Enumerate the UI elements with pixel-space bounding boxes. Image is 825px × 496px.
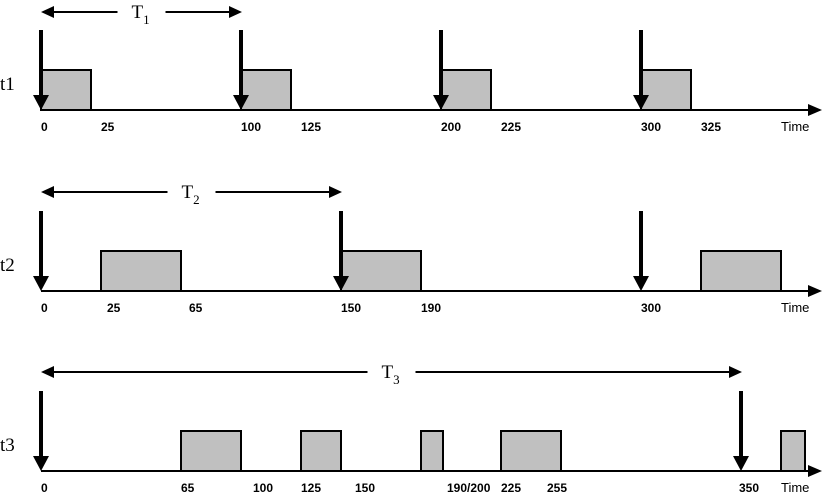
axis-arrow-icon	[808, 104, 822, 116]
tick-label: 200	[441, 120, 461, 134]
arrow-down-icon	[633, 276, 649, 291]
arrow-down-icon	[633, 95, 649, 110]
tick-label: 225	[501, 481, 521, 495]
tick-label: 65	[181, 481, 195, 495]
job-execution-block	[180, 430, 242, 472]
tick-label: 150	[355, 481, 375, 495]
period-label: T2	[182, 182, 200, 207]
job-execution-block	[40, 69, 92, 111]
tick-label: 325	[701, 120, 721, 134]
job-execution-block	[500, 430, 562, 472]
tick-label: 255	[547, 481, 567, 495]
job-execution-block	[640, 69, 692, 111]
tick-label: 350	[739, 481, 759, 495]
arrow-down-icon	[33, 95, 49, 110]
axis-arrow-icon	[808, 285, 822, 297]
arrow-left-icon	[41, 366, 54, 378]
arrow-down-icon	[433, 95, 449, 110]
task-row-t2: T2 t2 0 25 65 150 190 300 Time	[0, 182, 822, 315]
task-row-t1: T1 t1 0 25 100 125 200 225 300 325 Time	[0, 2, 822, 134]
tick-label: 300	[641, 301, 661, 315]
job-execution-block	[440, 69, 492, 111]
tick-label: 100	[253, 481, 273, 495]
job-execution-block	[300, 430, 342, 472]
tick-label: 190/200	[447, 481, 491, 495]
job-execution-block	[340, 250, 422, 292]
tick-label: 25	[107, 301, 121, 315]
tick-label: 190	[421, 301, 441, 315]
tick-label: 100	[241, 120, 261, 134]
arrow-down-icon	[233, 95, 249, 110]
tick-label: 225	[501, 120, 521, 134]
tick-label: 125	[301, 120, 321, 134]
job-execution-block	[420, 430, 444, 472]
job-execution-block	[700, 250, 782, 292]
period-label: T1	[132, 2, 150, 27]
x-axis-label: Time	[781, 119, 809, 134]
task-label: t1	[0, 74, 15, 95]
period-label: T3	[382, 362, 400, 387]
arrow-left-icon	[41, 6, 54, 18]
task-label: t3	[0, 435, 15, 456]
tick-label: 65	[189, 301, 203, 315]
tick-label: 300	[641, 120, 661, 134]
tick-label: 25	[101, 120, 115, 134]
job-execution-block	[240, 69, 292, 111]
tick-label: 0	[41, 120, 48, 134]
arrow-right-icon	[329, 186, 342, 198]
x-axis-label: Time	[781, 480, 809, 495]
arrow-down-icon	[33, 276, 49, 291]
job-execution-block	[780, 430, 806, 472]
tick-label: 0	[41, 481, 48, 495]
tick-label: 125	[301, 481, 321, 495]
task-row-t3: T3 t3 0 65 100 125 150 190/200 225 255 350 Time	[0, 362, 822, 495]
arrow-right-icon	[729, 366, 742, 378]
arrow-right-icon	[229, 6, 242, 18]
arrow-down-icon	[33, 456, 49, 471]
arrow-down-icon	[333, 276, 349, 291]
job-execution-block	[100, 250, 182, 292]
axis-arrow-icon	[808, 465, 822, 477]
tick-label: 150	[341, 301, 361, 315]
arrow-left-icon	[41, 186, 54, 198]
task-label: t2	[0, 255, 15, 276]
tick-label: 0	[41, 301, 48, 315]
arrow-down-icon	[733, 456, 749, 471]
x-axis-label: Time	[781, 300, 809, 315]
